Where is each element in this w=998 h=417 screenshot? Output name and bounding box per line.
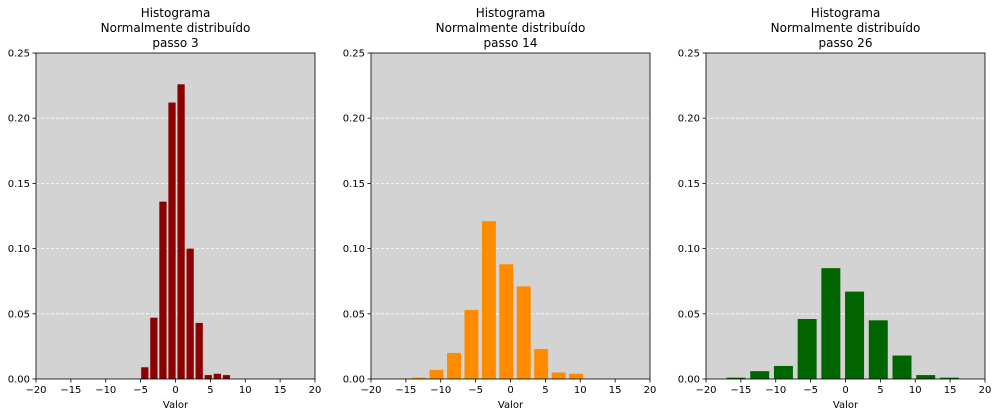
x-tick-label: 0 xyxy=(842,385,848,396)
x-tick-label: −15 xyxy=(395,385,416,396)
histogram-bar xyxy=(213,373,221,379)
x-tick-label: 5 xyxy=(542,385,548,396)
histogram-bar xyxy=(821,268,841,379)
x-tick-label: −15 xyxy=(730,385,751,396)
histogram-bar xyxy=(750,371,770,379)
chart-title-line: Normalmente distribuído xyxy=(101,21,251,35)
histogram-bar xyxy=(916,375,936,379)
x-tick-label: −10 xyxy=(765,385,786,396)
x-tick-label: −20 xyxy=(360,385,381,396)
y-tick-label: 0.00 xyxy=(343,375,365,386)
chart-title-line: Histograma xyxy=(476,6,546,20)
x-tick-label: −20 xyxy=(25,385,46,396)
histogram-bar xyxy=(150,317,158,379)
chart-title-line: Histograma xyxy=(141,6,211,20)
y-tick-label: 0.20 xyxy=(678,114,700,125)
histogram-bar xyxy=(516,286,531,379)
histogram-bar xyxy=(773,365,793,379)
y-tick-label: 0.10 xyxy=(678,244,700,255)
y-tick-label: 0.20 xyxy=(8,114,30,125)
y-tick-label: 0.25 xyxy=(8,49,30,60)
x-tick-label: −20 xyxy=(695,385,716,396)
x-tick-label: 10 xyxy=(574,385,587,396)
x-tick-label: 15 xyxy=(609,385,622,396)
histogram-bar xyxy=(892,355,912,379)
x-tick-label: 0 xyxy=(172,385,178,396)
y-tick-label: 0.00 xyxy=(678,375,700,386)
chart-panel-3: 0.00 0.05 0.10 0.15 0.20 0.25 −20 −15 −10 −5 0 5 10 1… xyxy=(678,6,992,411)
chart-title-line: passo 26 xyxy=(819,36,873,50)
x-axis-label: Valor xyxy=(163,400,189,411)
x-tick-label: 15 xyxy=(274,385,287,396)
histogram-bar xyxy=(499,264,514,379)
x-tick-label: 20 xyxy=(309,385,322,396)
chart-title-line: passo 14 xyxy=(484,36,538,50)
x-tick-label: 5 xyxy=(207,385,213,396)
chart-panel-1: 0.00 0.05 0.10 0.15 0.20 0.25 −20 −15 −10 −5 0 5 10 1… xyxy=(8,6,322,411)
y-tick-label: 0.10 xyxy=(343,244,365,255)
chart-title-line: Normalmente distribuído xyxy=(436,21,586,35)
x-tick-label: 20 xyxy=(644,385,657,396)
histogram-bar xyxy=(551,372,566,379)
x-tick-label: −5 xyxy=(803,385,818,396)
x-axis-label: Valor xyxy=(498,400,524,411)
chart-title-line: passo 3 xyxy=(152,36,198,50)
histogram-bar xyxy=(412,377,427,379)
y-tick-label: 0.05 xyxy=(678,309,700,320)
histogram-bar xyxy=(168,102,176,379)
x-tick-label: 15 xyxy=(944,385,957,396)
x-tick-label: −5 xyxy=(468,385,483,396)
y-tick-label: 0.15 xyxy=(678,179,700,190)
y-tick-label: 0.15 xyxy=(8,179,30,190)
histogram-bar xyxy=(429,369,444,379)
histogram-bar xyxy=(481,221,496,379)
x-tick-label: −15 xyxy=(60,385,81,396)
histogram-bar xyxy=(177,84,185,380)
y-tick-label: 0.25 xyxy=(343,49,365,60)
histogram-bar xyxy=(186,248,194,379)
y-tick-label: 0.05 xyxy=(8,309,30,320)
histogram-bar xyxy=(868,320,888,379)
histogram-bar xyxy=(204,375,212,379)
y-tick-label: 0.25 xyxy=(678,49,700,60)
y-tick-label: 0.10 xyxy=(8,244,30,255)
y-tick-label: 0.05 xyxy=(343,309,365,320)
y-tick-label: 0.00 xyxy=(8,375,30,386)
x-tick-label: 0 xyxy=(507,385,513,396)
x-tick-label: −5 xyxy=(133,385,148,396)
histogram-bar xyxy=(726,377,746,379)
y-tick-label: 0.15 xyxy=(343,179,365,190)
histogram-bar xyxy=(159,201,167,379)
histogram-bar xyxy=(195,322,203,379)
x-axis-label: Valor xyxy=(833,400,859,411)
histogram-bar xyxy=(569,373,584,379)
chart-title-line: Normalmente distribuído xyxy=(771,21,921,35)
x-tick-label: −10 xyxy=(430,385,451,396)
histogram-bar xyxy=(845,291,865,379)
x-tick-label: 5 xyxy=(877,385,883,396)
histogram-bar xyxy=(939,377,959,379)
histogram-bar xyxy=(464,309,479,379)
x-tick-label: 20 xyxy=(979,385,992,396)
x-tick-label: 10 xyxy=(239,385,252,396)
histogram-bar xyxy=(534,349,549,379)
chart-title-line: Histograma xyxy=(811,6,881,20)
x-tick-label: −10 xyxy=(95,385,116,396)
histogram-bar xyxy=(222,375,231,379)
chart-panel-2: 0.00 0.05 0.10 0.15 0.20 0.25 −20 −15 −10 −5 0 5 10 1… xyxy=(343,6,657,411)
histogram-bar xyxy=(141,367,149,379)
y-tick-label: 0.20 xyxy=(343,114,365,125)
histogram-bar xyxy=(447,352,461,379)
x-tick-label: 10 xyxy=(909,385,922,396)
histogram-bar xyxy=(797,319,817,379)
